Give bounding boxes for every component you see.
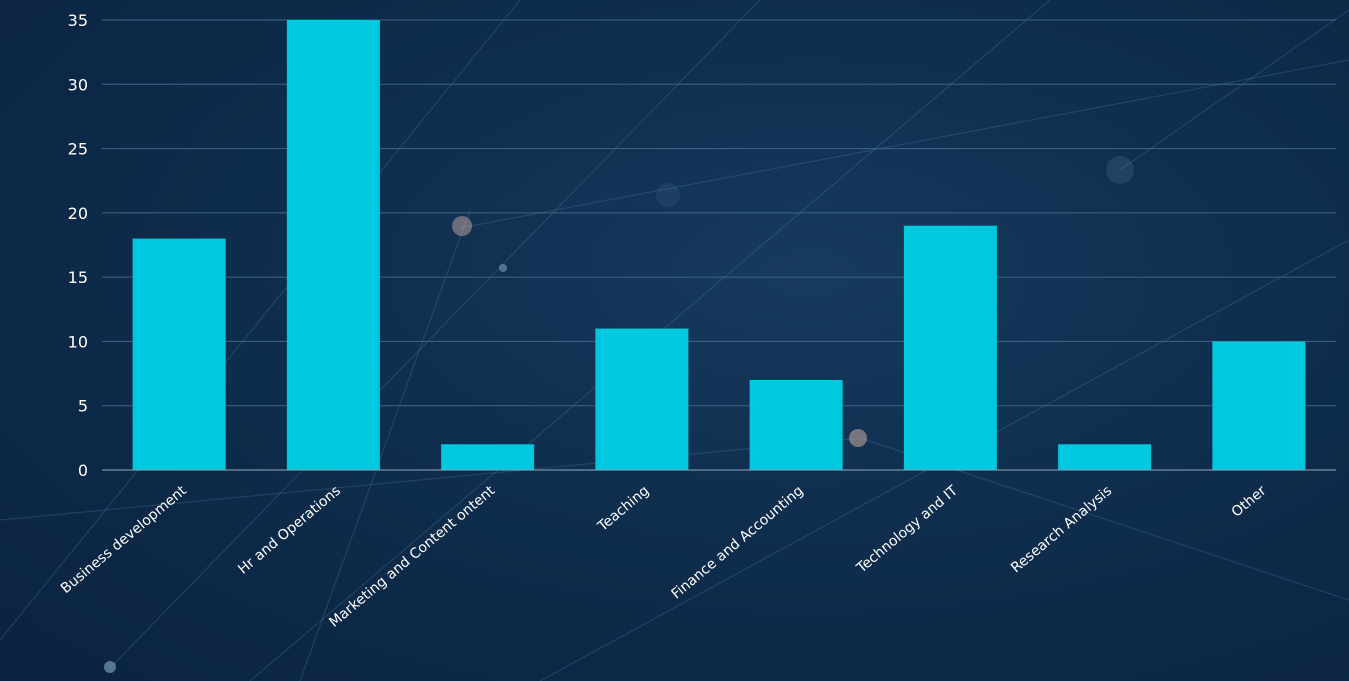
x-tick-label: Hr and Operations	[235, 483, 344, 578]
y-tick-label: 30	[68, 75, 88, 94]
y-tick-label: 10	[68, 332, 88, 351]
x-tick-label: Business development	[58, 482, 190, 596]
bar-1	[286, 20, 380, 470]
x-tick-label: Finance and Accounting	[668, 483, 806, 603]
bars	[132, 20, 1306, 470]
y-tick-label: 5	[78, 397, 88, 416]
bar-6	[1058, 444, 1152, 470]
y-tick-label: 35	[68, 11, 88, 30]
y-axis-ticks: 0 5 10 15 20 25 30 35	[68, 11, 88, 480]
bar-3	[595, 328, 689, 470]
y-tick-label: 25	[68, 140, 88, 159]
bar-0	[132, 238, 226, 470]
x-tick-label: Research Analysis	[1008, 483, 1115, 576]
x-tick-label: Other	[1229, 483, 1270, 521]
bar-4	[749, 380, 843, 470]
y-tick-label: 0	[78, 461, 88, 480]
x-tick-label: Technology and IT	[853, 483, 961, 577]
bar-5	[903, 225, 997, 470]
bar-2	[441, 444, 535, 470]
x-tick-label: Teaching	[594, 483, 652, 535]
x-axis-ticks: Business development Hr and OperationsMar…	[58, 482, 1270, 630]
x-tick-label: Marketing and Content ontent	[326, 482, 498, 630]
y-tick-label: 20	[68, 204, 88, 223]
bar-7	[1212, 341, 1306, 470]
y-tick-label: 15	[68, 268, 88, 287]
